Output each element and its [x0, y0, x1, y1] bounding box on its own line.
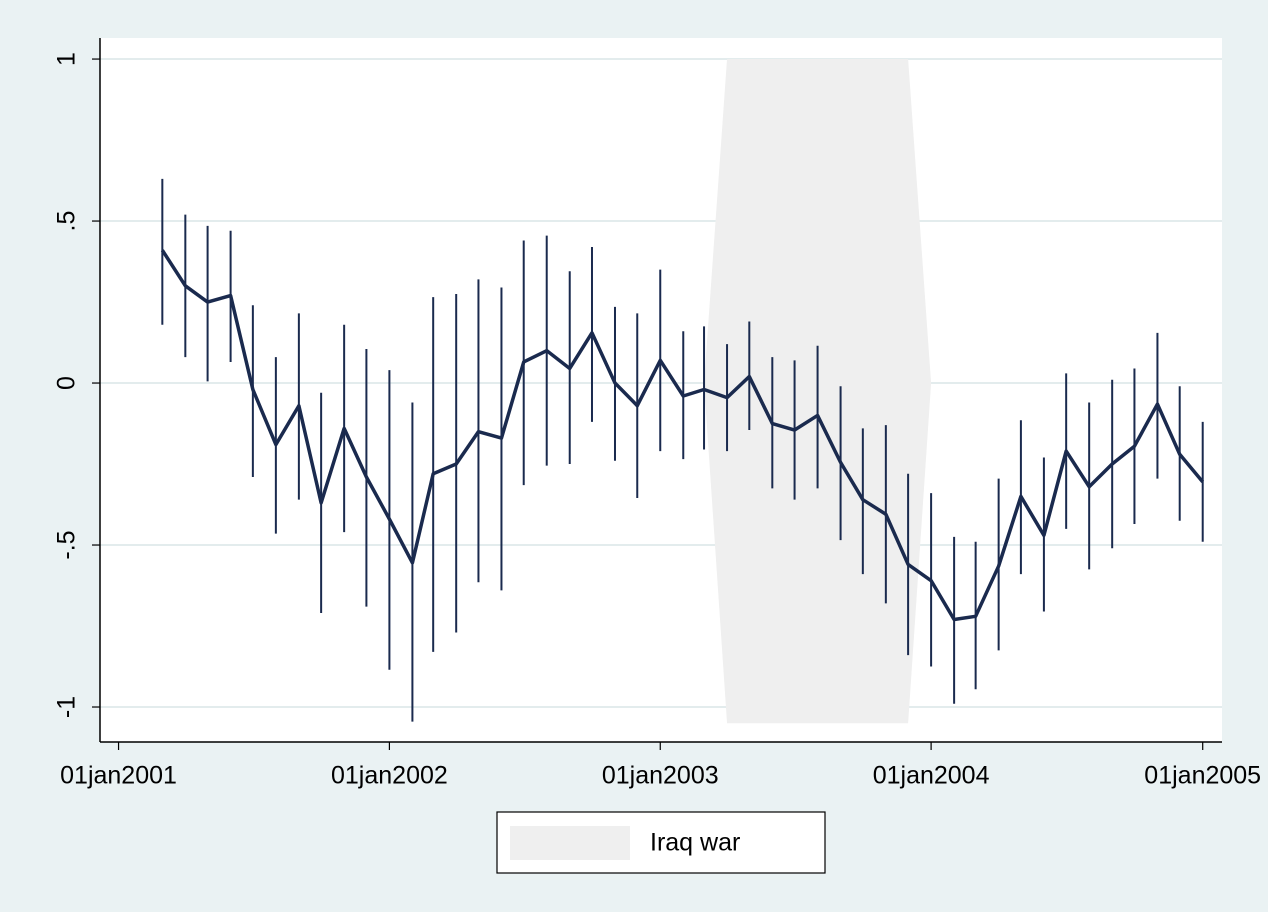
- legend-label: Iraq war: [650, 829, 740, 857]
- plot-layer: -1 -.5 0 .5 1 01jan2001 01jan2002 01jan2003 01ja…: [53, 38, 1261, 790]
- y-tick-label: 0: [53, 376, 81, 390]
- x-tick-label: 01jan2002: [331, 762, 448, 790]
- x-tick-label: 01jan2004: [873, 762, 990, 790]
- y-tick-label: -1: [53, 696, 81, 718]
- line: [160, 249, 1205, 622]
- x-tick-label: 01jan2003: [602, 762, 719, 790]
- y-tick-label: -.5: [53, 530, 81, 559]
- x-tick-label: 01jan2001: [60, 762, 177, 790]
- legend-swatch: [510, 826, 630, 860]
- y-tick-label: 1: [53, 52, 81, 66]
- x-tick-label: 01jan2005: [1144, 762, 1261, 790]
- y-tick-label: .5: [53, 211, 81, 232]
